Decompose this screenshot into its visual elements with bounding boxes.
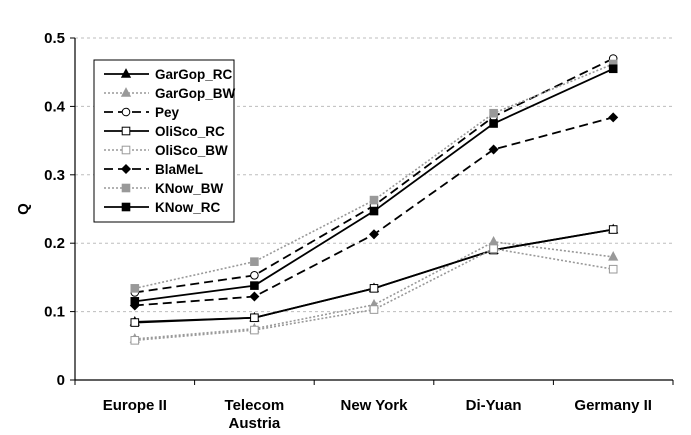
y-tick-label: 0.4 — [44, 98, 66, 115]
x-tick-label-line: Di-Yuan — [466, 397, 522, 414]
legend-box — [93, 59, 235, 223]
legend-item: GarGop_BW — [104, 86, 236, 101]
data-point — [489, 244, 498, 253]
y-tick-label: 0.2 — [44, 235, 65, 252]
series-know-bw — [130, 59, 618, 293]
data-point — [250, 313, 259, 323]
series-group — [129, 54, 619, 345]
data-point — [488, 144, 499, 155]
data-point — [250, 257, 259, 266]
legend-swatch-marker — [121, 145, 131, 155]
legend-label: KNow_RC — [155, 200, 221, 215]
series-line — [134, 241, 614, 340]
data-point — [130, 284, 140, 293]
legend-label: GarGop_RC — [155, 67, 233, 82]
y-tick-label: 0.3 — [44, 167, 65, 184]
data-point — [249, 291, 260, 302]
legend-swatch-marker — [121, 107, 131, 117]
data-point — [369, 284, 379, 293]
data-point — [130, 318, 140, 327]
data-point — [489, 108, 498, 118]
legend-item: GarGop_RC — [104, 67, 233, 82]
x-tick-label-line: Austria — [229, 415, 281, 432]
y-tick-labels: 0 0.1 0.2 0.3 0.4 0.5 — [44, 30, 75, 389]
data-point — [130, 336, 140, 345]
data-point — [130, 297, 140, 306]
x-tick-labels: Europe II Telecom Austria New York Di-Yuan Ge… — [74, 380, 674, 432]
legend-item: OliSco_BW — [104, 143, 228, 158]
data-point — [608, 64, 618, 74]
data-point — [608, 251, 619, 261]
legend-swatch-marker — [121, 126, 131, 136]
legend-label: OliSco_RC — [155, 124, 225, 139]
legend-swatch-marker — [120, 163, 132, 175]
legend-item: OliSco_RC — [104, 124, 225, 139]
data-point — [368, 229, 380, 240]
data-point — [250, 325, 259, 335]
legend-item: KNow_RC — [104, 200, 221, 215]
legend-item: Pey — [104, 105, 180, 120]
y-tick-label: 0 — [57, 372, 65, 389]
legend-label: Pey — [155, 105, 180, 120]
legend-label: KNow_BW — [155, 181, 224, 196]
data-point — [369, 305, 379, 314]
data-point — [250, 281, 259, 290]
y-tick-label: 0.1 — [44, 304, 65, 321]
series-line — [134, 247, 614, 342]
y-tick-label: 0.5 — [44, 30, 65, 47]
data-point — [250, 271, 259, 280]
x-tick-label-line: Europe II — [103, 397, 167, 414]
legend-item: KNow_BW — [104, 181, 224, 196]
data-point — [608, 225, 618, 234]
gridlines — [75, 37, 673, 313]
data-point — [369, 195, 379, 205]
axes — [74, 38, 673, 381]
legend-label: OliSco_BW — [155, 143, 228, 158]
x-tick-label: Europe II — [103, 397, 167, 414]
legend-label: GarGop_BW — [155, 86, 236, 101]
y-axis-label: Q — [15, 203, 32, 215]
series-know-rc — [130, 64, 618, 306]
legend-item: BlaMeL — [104, 162, 203, 177]
x-tick-label-line: Telecom — [225, 397, 285, 414]
series-olisco-bw — [130, 244, 618, 345]
data-point — [608, 264, 618, 274]
x-tick-label-line: Germany II — [574, 397, 652, 414]
data-point — [488, 235, 499, 246]
legend-label: BlaMeL — [155, 162, 203, 177]
legend-swatch-marker — [120, 87, 132, 97]
legend-swatch-marker — [121, 183, 131, 193]
data-point — [608, 112, 619, 123]
data-point — [489, 119, 498, 128]
legend-swatch-marker — [120, 68, 132, 78]
x-tick-label: Germany II — [574, 397, 652, 414]
x-tick-label: Di-Yuan — [466, 397, 522, 414]
legend: GarGop_RC GarGop_BW Pey OliSco_RC OliSco_BW B… — [93, 59, 236, 223]
data-point — [369, 206, 379, 216]
legend-swatch-marker — [121, 202, 131, 212]
x-tick-label: New York — [341, 397, 409, 414]
x-tick-label: Telecom Austria — [225, 397, 285, 432]
x-tick-label-line: New York — [341, 397, 409, 414]
